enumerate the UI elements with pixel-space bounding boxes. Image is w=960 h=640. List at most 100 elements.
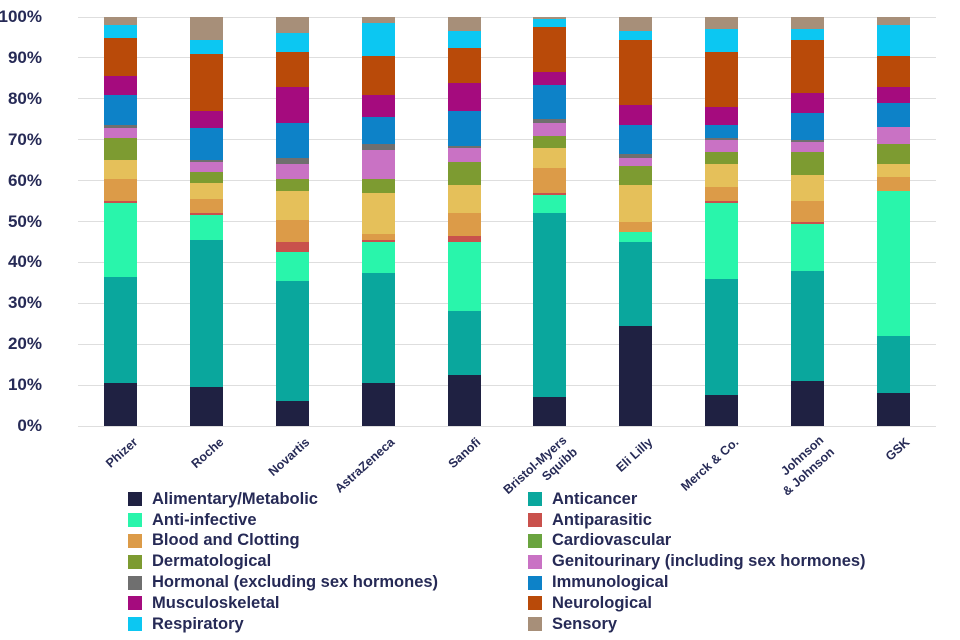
bar-segment-immunological [361,117,395,144]
bar-segment-alimentary-metabolic [790,381,824,426]
bar-segment-anti-infective [705,203,738,279]
bar-segment-neurological [276,51,309,87]
bar-segment-alimentary-metabolic [619,325,653,426]
bar-segment-immunological [533,84,567,120]
bar-segment-antiparasitic [533,192,567,195]
bar-bristol-myers-squibb [533,17,567,426]
bar-segment-respiratory [104,25,138,38]
bar-segment-dermatological [190,172,224,183]
legend-swatch [128,513,142,528]
legend-label: Immunological [552,573,669,592]
bar-segment-cardiovascular [705,164,738,187]
bar-segment-blood [276,219,309,242]
bar-segment-immunological [705,125,738,138]
x-axis-label-text: Roche [188,435,227,471]
bar-segment-alimentary-metabolic [447,374,481,426]
bar-segment-cardiovascular [533,147,567,169]
bar-segment-alimentary-metabolic [276,401,309,426]
legend-item: Anti-infective [128,510,438,531]
legend-label: Neurological [552,593,652,612]
legend-item: Antiparasitic [528,510,866,531]
bar-segment-sensory [276,17,309,34]
bar-segment-immunological [876,102,910,128]
bar-segment-anti-infective [533,194,567,214]
bar-segment-antiparasitic [447,235,481,242]
legend-item: Sensory [528,614,866,635]
bar-segment-sensory [619,17,653,32]
gridline-40 [78,261,936,263]
y-axis-tick-label: 90% [7,47,42,67]
bar-segment-genitourinary [276,164,309,179]
bar-segment-anti-infective [276,252,309,281]
bar-astrazeneca [361,17,395,426]
bar-segment-anticancer [190,239,224,388]
y-axis-tick-label: 0% [17,416,42,435]
bar-segment-anti-infective [619,231,653,242]
bar-segment-anti-infective [190,215,224,240]
bar-segment-dermatological [104,137,138,161]
legend-label: Genitourinary (including sex hormones) [552,552,866,571]
bar-segment-immunological [190,127,224,161]
bar-segment-musculoskeletal [876,86,910,103]
gridline-90 [78,57,936,59]
bar-segment-musculoskeletal [276,86,309,124]
x-axis-label-text: Novartis [265,435,312,479]
bar-segment-anticancer [790,270,824,382]
bar-segment-musculoskeletal [705,107,738,126]
legend-item: Alimentary/Metabolic [128,489,438,510]
legend-swatch [128,575,142,590]
bar-novartis [276,17,309,426]
bar-segment-genitourinary [190,162,224,173]
bar-segment-alimentary-metabolic [705,395,738,426]
legend-item: Immunological [528,572,866,593]
bar-segment-blood [447,213,481,236]
legend-label: Respiratory [152,614,244,633]
bar-segment-cardiovascular [361,192,395,234]
bar-segment-blood [619,221,653,232]
bar-segment-neurological [104,37,138,77]
bar-segment-respiratory [790,29,824,40]
bar-segment-hormonal [705,137,738,140]
bar-segment-hormonal [276,158,309,165]
x-axis-label-text: Eli Lilly [613,435,656,475]
bar-segment-cardiovascular [447,184,481,214]
gridline-0 [78,425,936,427]
bar-segment-neurological [190,53,224,112]
bar-segment-cardiovascular [104,160,138,179]
bar-segment-genitourinary [361,149,395,179]
bar-segment-neurological [533,27,567,73]
legend-swatch [128,596,142,611]
gridline-30 [78,302,936,304]
bar-segment-respiratory [361,23,395,56]
bar-johnson-johnson [790,17,824,426]
bar-segment-antiparasitic [276,241,309,253]
legend-swatch [528,575,542,590]
plot-area: 0% 10% 20% 30% 40% 50% 60% 70% 80% 90% 100% [0,8,936,434]
legend-item: Anticancer [528,489,866,510]
bar-segment-cardiovascular [790,174,824,202]
bar-segment-hormonal [190,160,224,163]
bar-segment-alimentary-metabolic [361,383,395,426]
y-axis-tick-label: 70% [7,129,42,149]
legend-label: Antiparasitic [552,510,652,529]
bar-segment-blood [705,186,738,202]
legend-swatch [528,513,542,528]
bar-sanofi [447,17,481,426]
bar-segment-neurological [705,51,738,108]
bar-segment-alimentary-metabolic [190,387,224,426]
bar-segment-respiratory [619,31,653,40]
bar-phizer [104,17,138,426]
gridline-50 [78,221,936,222]
bar-segment-neurological [361,55,395,95]
x-axis-label-text: Merck & Co. [677,435,741,494]
bar-segment-dermatological [619,166,653,185]
bar-segment-cardiovascular [190,182,224,200]
bar-segment-cardiovascular [276,190,309,220]
legend-item: Dermatological [128,551,438,572]
legend-swatch [528,617,542,632]
bar-segment-anti-infective [790,223,824,271]
bar-segment-hormonal [361,143,395,150]
bar-segment-immunological [447,111,481,146]
legend-item: Cardiovascular [528,531,866,552]
bar-segment-musculoskeletal [619,105,653,126]
